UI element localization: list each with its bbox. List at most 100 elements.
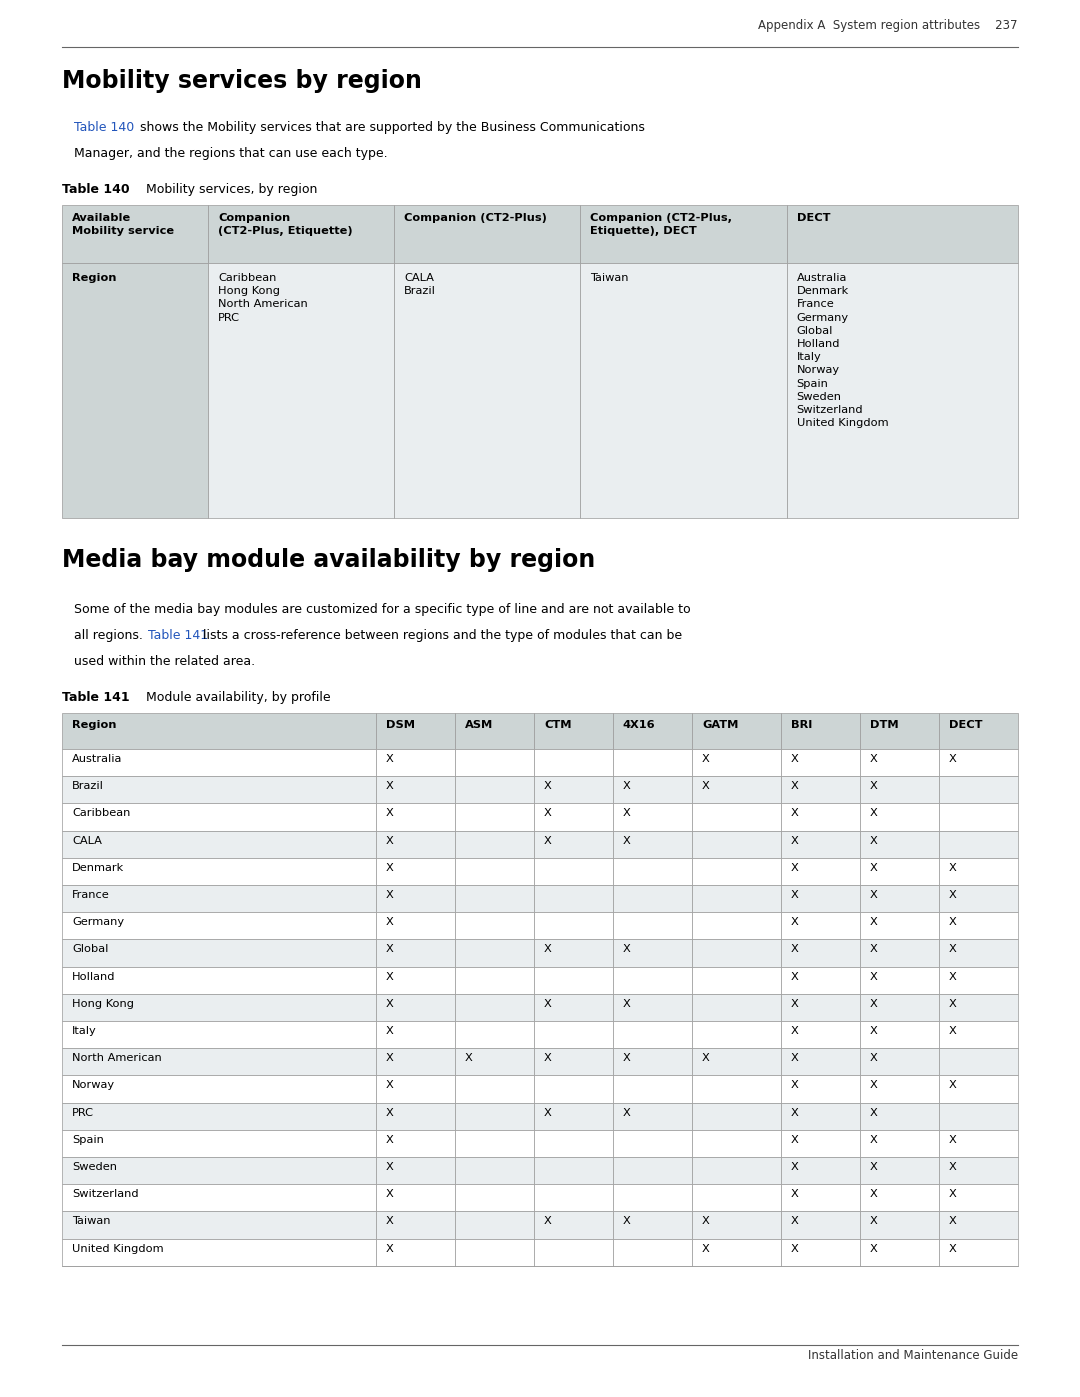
Bar xyxy=(939,939,1018,967)
Bar xyxy=(860,831,939,858)
Text: X: X xyxy=(791,1162,799,1172)
Bar xyxy=(613,1239,692,1266)
Bar xyxy=(455,1076,534,1102)
Text: Table 140: Table 140 xyxy=(75,122,134,134)
Bar xyxy=(455,886,534,912)
Text: shows the Mobility services that are supported by the Business Communications: shows the Mobility services that are sup… xyxy=(136,122,645,134)
Text: X: X xyxy=(791,1189,799,1199)
Text: X: X xyxy=(791,944,799,954)
Bar xyxy=(62,886,376,912)
Text: United Kingdom: United Kingdom xyxy=(72,1243,164,1253)
Bar xyxy=(939,886,1018,912)
Text: X: X xyxy=(791,1025,799,1037)
Text: X: X xyxy=(386,809,394,819)
Bar xyxy=(860,912,939,939)
Text: Taiwan: Taiwan xyxy=(591,272,629,284)
Bar xyxy=(781,1157,860,1185)
Bar xyxy=(62,1076,376,1102)
Bar xyxy=(613,858,692,886)
Text: X: X xyxy=(544,1108,552,1118)
Bar xyxy=(860,1130,939,1157)
Bar xyxy=(939,1157,1018,1185)
Text: Region: Region xyxy=(72,719,117,731)
Text: X: X xyxy=(949,1025,957,1037)
Text: Hong Kong: Hong Kong xyxy=(72,999,134,1009)
Text: Spain: Spain xyxy=(72,1134,104,1144)
Bar xyxy=(62,939,376,967)
Text: DTM: DTM xyxy=(870,719,899,731)
Bar xyxy=(692,993,781,1021)
Text: X: X xyxy=(870,754,878,764)
Text: X: X xyxy=(702,754,710,764)
Bar xyxy=(781,803,860,831)
Text: CALA: CALA xyxy=(72,835,102,845)
Bar xyxy=(62,712,376,749)
Bar xyxy=(62,967,376,993)
Bar xyxy=(208,263,394,518)
Text: X: X xyxy=(386,1162,394,1172)
Bar xyxy=(376,1239,455,1266)
Bar xyxy=(939,1076,1018,1102)
Text: X: X xyxy=(544,999,552,1009)
Bar xyxy=(613,912,692,939)
Bar xyxy=(376,1076,455,1102)
Bar xyxy=(692,1239,781,1266)
Text: BRI: BRI xyxy=(791,719,812,731)
Bar xyxy=(455,912,534,939)
Text: North American: North American xyxy=(72,1053,162,1063)
Bar xyxy=(860,712,939,749)
Text: Region: Region xyxy=(72,272,117,284)
Text: X: X xyxy=(623,781,631,791)
Text: X: X xyxy=(791,781,799,791)
Bar xyxy=(781,993,860,1021)
Bar xyxy=(781,886,860,912)
Bar xyxy=(455,1102,534,1130)
Text: X: X xyxy=(791,863,799,873)
Text: Denmark: Denmark xyxy=(72,863,124,873)
Text: Mobility services, by region: Mobility services, by region xyxy=(134,183,318,196)
Bar xyxy=(939,1185,1018,1211)
Bar xyxy=(376,939,455,967)
Text: X: X xyxy=(791,918,799,928)
Bar xyxy=(781,831,860,858)
Bar xyxy=(692,1076,781,1102)
Text: X: X xyxy=(870,1025,878,1037)
Bar xyxy=(534,712,613,749)
Text: Germany: Germany xyxy=(72,918,124,928)
Bar xyxy=(939,712,1018,749)
Text: X: X xyxy=(386,863,394,873)
Bar xyxy=(692,939,781,967)
Text: X: X xyxy=(386,1243,394,1253)
Text: X: X xyxy=(386,1025,394,1037)
Text: CALA
Brazil: CALA Brazil xyxy=(404,272,436,296)
Text: X: X xyxy=(870,1189,878,1199)
Text: X: X xyxy=(464,1053,473,1063)
Bar xyxy=(376,993,455,1021)
Text: X: X xyxy=(386,1217,394,1227)
Bar xyxy=(534,1021,613,1048)
Bar xyxy=(455,967,534,993)
Bar xyxy=(394,205,580,263)
Text: Italy: Italy xyxy=(72,1025,97,1037)
Text: X: X xyxy=(870,863,878,873)
Bar xyxy=(781,1239,860,1266)
Bar xyxy=(208,205,394,263)
Bar xyxy=(939,912,1018,939)
Bar xyxy=(613,712,692,749)
Bar xyxy=(534,912,613,939)
Text: Sweden: Sweden xyxy=(72,1162,117,1172)
Text: X: X xyxy=(791,835,799,845)
Text: X: X xyxy=(623,809,631,819)
Bar xyxy=(860,1102,939,1130)
Bar xyxy=(860,749,939,777)
Bar xyxy=(939,1130,1018,1157)
Text: X: X xyxy=(870,944,878,954)
Bar xyxy=(781,1185,860,1211)
Bar xyxy=(613,886,692,912)
Bar xyxy=(613,967,692,993)
Bar xyxy=(534,1130,613,1157)
Bar xyxy=(455,712,534,749)
Text: X: X xyxy=(791,1053,799,1063)
Bar xyxy=(692,712,781,749)
Text: X: X xyxy=(949,944,957,954)
